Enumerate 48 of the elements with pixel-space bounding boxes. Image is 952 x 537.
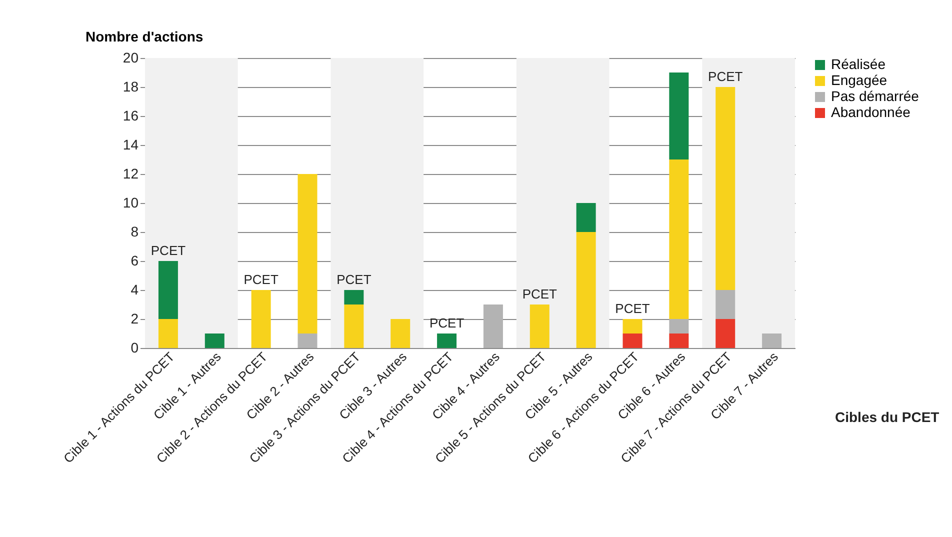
bar	[251, 290, 271, 348]
bar	[298, 334, 318, 348]
y-tick-label: 12	[122, 166, 139, 182]
y-tick-label: 4	[130, 282, 139, 298]
y-tick-label: 0	[130, 340, 139, 356]
legend-label: Réalisée	[831, 56, 886, 72]
legend-label: Pas démarrée	[831, 88, 920, 104]
legend-label: Abandonnée	[831, 104, 911, 120]
bar	[622, 319, 642, 334]
y-tick-label: 8	[130, 224, 139, 240]
bar	[669, 319, 689, 334]
bar	[158, 261, 178, 319]
bar	[716, 87, 736, 290]
y-tick-label: 14	[122, 136, 139, 152]
annotation: PCET	[429, 316, 464, 330]
y-tick-label: 2	[130, 310, 139, 326]
bar	[622, 334, 642, 348]
y-axis-title: Nombre d'actions	[86, 28, 204, 44]
annotation: PCET	[150, 243, 186, 258]
x-axis-title: Cibles du PCET	[835, 409, 940, 425]
bar	[483, 304, 503, 348]
annotation: PCET	[244, 272, 278, 287]
bar	[344, 304, 364, 348]
annotation: PCET	[522, 286, 558, 302]
annotation: PCET	[336, 272, 372, 287]
bar	[390, 319, 410, 348]
annotation: PCET	[615, 301, 650, 316]
bar	[530, 304, 550, 348]
bar	[669, 160, 689, 319]
bar	[437, 334, 457, 348]
bar	[716, 319, 736, 348]
bar	[669, 72, 689, 160]
bar	[716, 290, 736, 319]
annotation: PCET	[708, 69, 743, 84]
y-tick-label: 18	[122, 78, 139, 94]
y-tick-label: 10	[122, 194, 139, 210]
bar	[576, 232, 596, 348]
bar	[576, 203, 596, 232]
bar	[344, 290, 364, 304]
bar	[158, 319, 178, 348]
y-tick-label: 6	[130, 252, 139, 268]
bar	[204, 334, 224, 348]
bar	[762, 334, 782, 348]
y-tick-label: 20	[122, 50, 139, 66]
bar	[669, 334, 689, 348]
legend-label: Engagée	[831, 72, 888, 88]
y-tick-label: 16	[122, 108, 139, 124]
bar	[298, 174, 318, 334]
